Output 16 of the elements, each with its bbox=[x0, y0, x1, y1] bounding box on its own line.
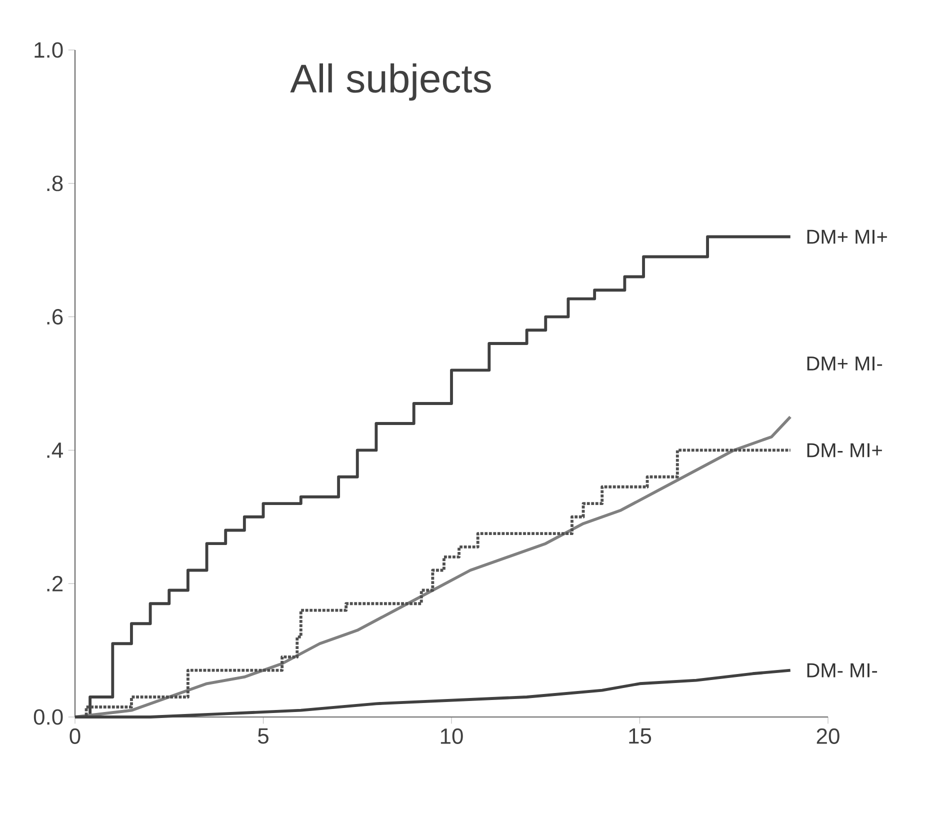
x-tick-label: 0 bbox=[70, 728, 80, 744]
x-tick-label: 20 bbox=[816, 728, 840, 744]
y-tick-label: 1.0 bbox=[34, 42, 63, 58]
series-label: DM- MI- bbox=[807, 663, 878, 678]
y-tick-label: .4 bbox=[47, 442, 63, 458]
text: DM+ MI- bbox=[807, 356, 882, 370]
x-tick-label: 15 bbox=[629, 728, 652, 744]
chart-title: All subjects bbox=[290, 63, 491, 101]
series-label: DM- MI+ bbox=[807, 443, 882, 458]
x-tick-label: 10 bbox=[440, 728, 463, 744]
y-tick-label: 0.0 bbox=[34, 709, 63, 725]
x-tick-label: 5 bbox=[258, 728, 268, 744]
y-tick-label: .2 bbox=[47, 576, 63, 592]
series-label: DM+ MI+ bbox=[807, 230, 887, 244]
y-tick-label: .8 bbox=[47, 176, 63, 192]
y-tick-label: .6 bbox=[47, 309, 63, 325]
